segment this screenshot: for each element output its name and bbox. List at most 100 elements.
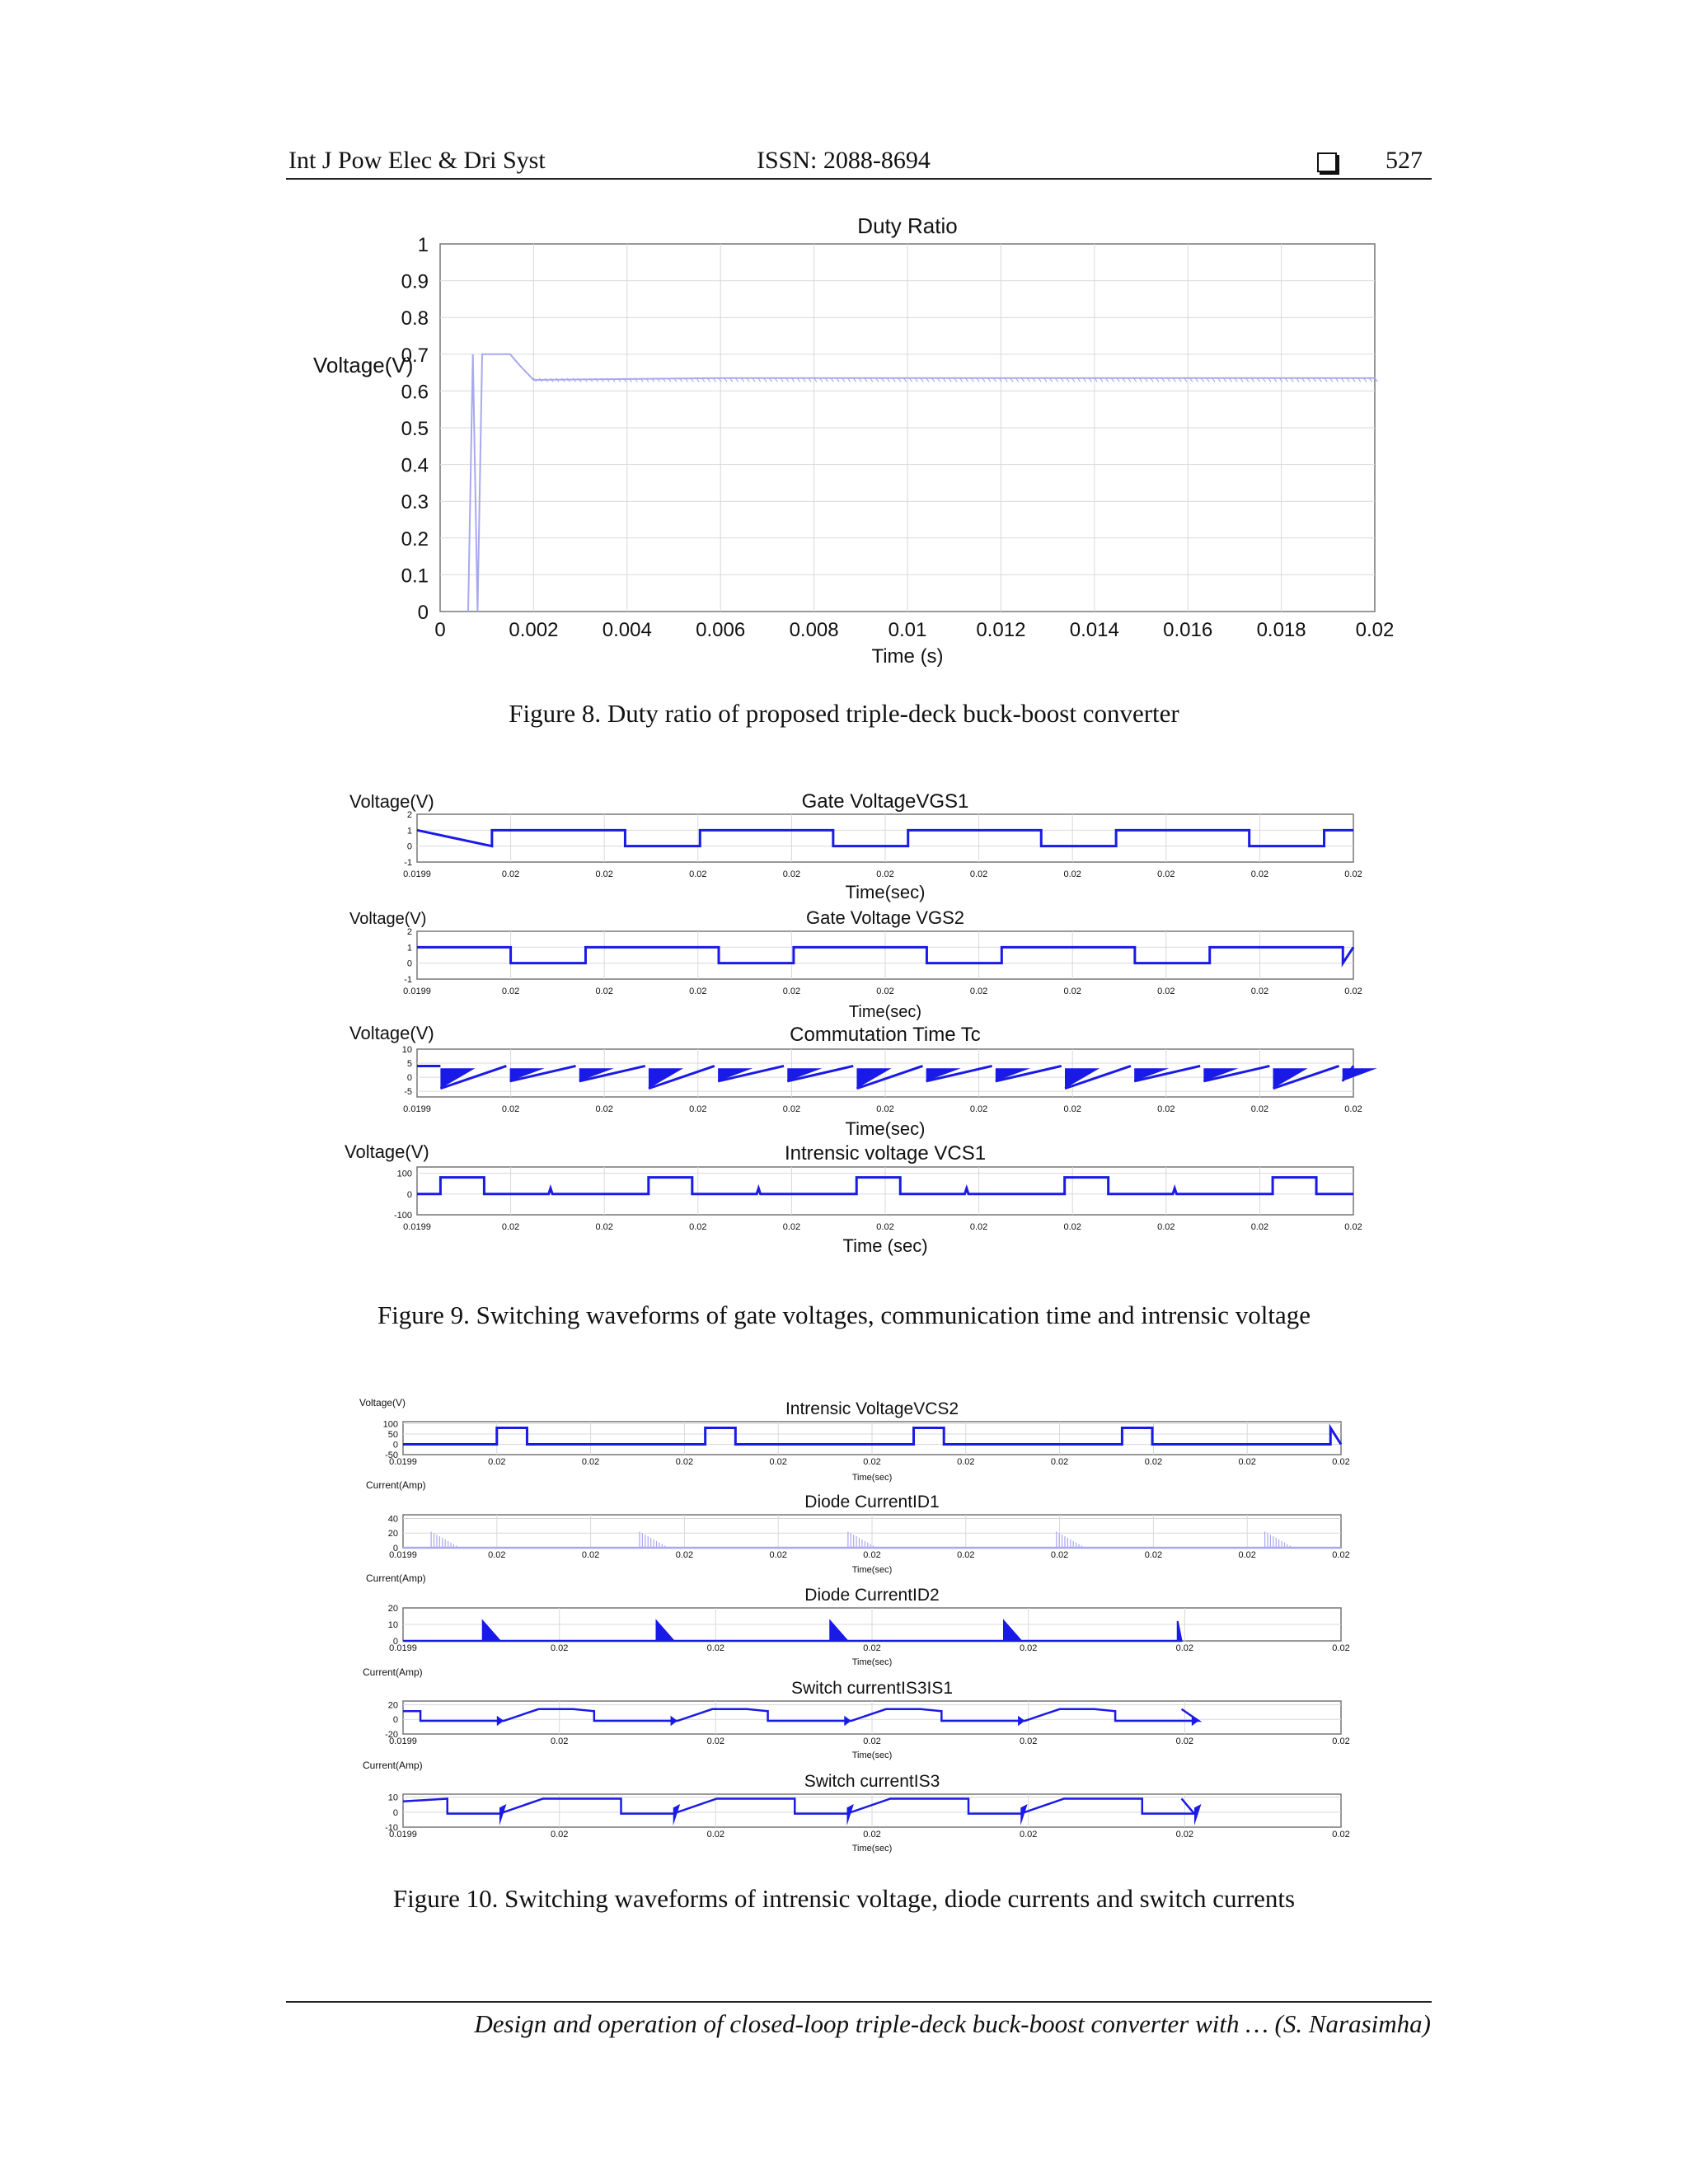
x-tick-label: 0.02 — [957, 1457, 974, 1467]
x-tick-label: 0.0199 — [389, 1830, 417, 1840]
ramp-burst — [856, 1068, 892, 1089]
ramp-burst — [440, 1068, 476, 1089]
duty-ratio-chart: 0 0.002 0.004 0.006 0.008 0.01 0.012 0.014 0.016… — [313, 213, 1394, 668]
y-tick-label: 0.9 — [401, 271, 429, 293]
x-tick-label: 0.02 — [676, 1550, 693, 1560]
x-axis-label: Time (s) — [871, 645, 943, 668]
y-tick-label: 100 — [383, 1420, 398, 1430]
x-tick-label: 0.02 — [488, 1457, 505, 1467]
x-tick-label: 0.02 — [1051, 1457, 1068, 1467]
figure-10-caption: Figure 10. Switching waveforms of intren… — [392, 1884, 1296, 1913]
y-tick-label: 0.3 — [401, 491, 429, 513]
y-tick-label: 0 — [393, 1544, 398, 1554]
x-tick-label: 0.02 — [551, 1830, 568, 1840]
x-tick-label: 0.02 — [689, 869, 706, 879]
chart-title: Gate VoltageVGS1 — [802, 790, 969, 813]
x-tick-label: 0.02 — [1145, 1457, 1162, 1467]
y-axis-label: Voltage(V) — [349, 791, 434, 812]
y-tick-label: 0.4 — [401, 455, 429, 477]
duty-ratio-ripple — [532, 377, 1378, 382]
x-tick-label: 0.02 — [502, 1104, 519, 1114]
x-tick-label: 0.02 — [582, 1457, 599, 1467]
y-tick-label: 0.8 — [401, 307, 429, 330]
waveform-trace — [417, 945, 1355, 968]
y-tick-label: -100 — [394, 1211, 412, 1221]
x-tick-label: 0.02 — [689, 987, 706, 996]
x-tick-label: 0.02 — [1332, 1830, 1349, 1840]
x-tick-label: 0.0199 — [389, 1736, 417, 1746]
x-tick-label: 0.014 — [1070, 619, 1119, 641]
y-tick-label: 0 — [393, 1715, 398, 1725]
x-tick-label: 0.0199 — [403, 1222, 431, 1232]
x-tick-label: 0.02 — [863, 1457, 880, 1467]
y-tick-label: 0 — [393, 1441, 398, 1451]
y-tick-label: 0.1 — [401, 565, 429, 587]
y-axis-label: Current(Amp) — [366, 1479, 426, 1491]
x-tick-label: 0.02 — [488, 1550, 505, 1560]
gate-voltage-vgs1-chart: 0.0199 0.02 0.02 0.02 0.02 0.02 0.02 0.02 0.02 0.… — [349, 790, 1362, 902]
x-tick-label: 0.02 — [1051, 1550, 1068, 1560]
y-tick-label: 0.5 — [401, 418, 429, 440]
y-tick-label: -20 — [385, 1730, 398, 1740]
x-axis-label: Time(sec) — [846, 1118, 926, 1139]
running-footer: Design and operation of closed-loop trip… — [474, 2009, 1431, 2038]
x-tick-label: 0.02 — [783, 1222, 800, 1232]
y-tick-label: 0 — [393, 1808, 398, 1818]
x-tick-label: 0.02 — [676, 1457, 693, 1467]
x-tick-label: 0.02 — [707, 1643, 724, 1653]
x-tick-label: 0.02 — [551, 1736, 568, 1746]
y-tick-label: 20 — [388, 1700, 398, 1710]
x-tick-label: 0.02 — [970, 869, 987, 879]
x-tick-label: 0.004 — [603, 619, 652, 641]
y-tick-label: 50 — [388, 1430, 398, 1440]
x-tick-label: 0.02 — [502, 987, 519, 996]
x-tick-label: 0.02 — [876, 987, 893, 996]
x-tick-label: 0.02 — [1020, 1830, 1037, 1840]
x-tick-label: 0.008 — [790, 619, 839, 641]
y-axis-label: Voltage(V) — [349, 1023, 434, 1043]
switch-spike — [1020, 1804, 1028, 1826]
x-tick-label: 0.02 — [863, 1643, 880, 1653]
x-tick-label: 0.02 — [707, 1736, 724, 1746]
x-tick-label: 0.02 — [1344, 1104, 1362, 1114]
x-tick-label: 0.02 — [1251, 1104, 1268, 1114]
x-tick-label: 0.02 — [502, 869, 519, 879]
y-tick-label: 0.7 — [401, 344, 429, 367]
y-axis-label: Current(Amp) — [363, 1760, 423, 1771]
ramp-burst — [1273, 1068, 1308, 1089]
x-tick-label: 0.02 — [970, 1104, 987, 1114]
x-tick-label: 0.02 — [1332, 1736, 1349, 1746]
x-tick-label: 0.0199 — [389, 1643, 417, 1653]
x-tick-label: 0.02 — [1063, 869, 1081, 879]
x-axis-label: Time(sec) — [846, 882, 926, 902]
y-tick-label: 10 — [388, 1793, 398, 1803]
x-axis-label: Time (sec) — [842, 1235, 927, 1256]
x-tick-label: 0.002 — [509, 619, 558, 641]
switch-spike — [499, 1804, 507, 1826]
intrensic-voltage-vcs2-chart: 0.0199 0.02 0.02 0.02 0.02 0.02 0.02 0.02 0.02 0.… — [359, 1397, 1350, 1483]
checkbox-square-icon — [1317, 147, 1337, 175]
x-tick-label: 0.02 — [1176, 1736, 1193, 1746]
x-tick-label: 0.0199 — [389, 1457, 417, 1467]
y-tick-label: 5 — [407, 1059, 412, 1069]
journal-name: Int J Pow Elec & Dri Syst — [288, 147, 546, 174]
x-tick-label: 0.02 — [595, 987, 612, 996]
switch-current-is3-chart: 0.0199 0.02 0.02 0.02 0.02 0.02 0.02 10 0 -10 Swit… — [363, 1760, 1350, 1854]
chart-title: Commutation Time Tc — [790, 1024, 981, 1046]
y-tick-label: -50 — [385, 1451, 398, 1460]
chart-title: Duty Ratio — [857, 213, 957, 238]
waveform-trace — [417, 1176, 1353, 1196]
x-tick-label: 0.02 — [1176, 1830, 1193, 1840]
x-tick-label: 0.02 — [1020, 1736, 1037, 1746]
y-axis-label: Current(Amp) — [366, 1572, 426, 1584]
y-tick-label: 0 — [407, 1073, 412, 1083]
y-tick-label: 0 — [393, 1637, 398, 1647]
x-tick-label: 0.02 — [1251, 869, 1268, 879]
x-tick-label: 0.02 — [1176, 1643, 1193, 1653]
y-tick-label: 0 — [418, 602, 429, 624]
x-tick-label: 0.02 — [707, 1830, 724, 1840]
y-tick-label: 2 — [407, 810, 412, 820]
y-tick-label: 40 — [388, 1514, 398, 1524]
x-tick-label: 0.02 — [769, 1550, 786, 1560]
